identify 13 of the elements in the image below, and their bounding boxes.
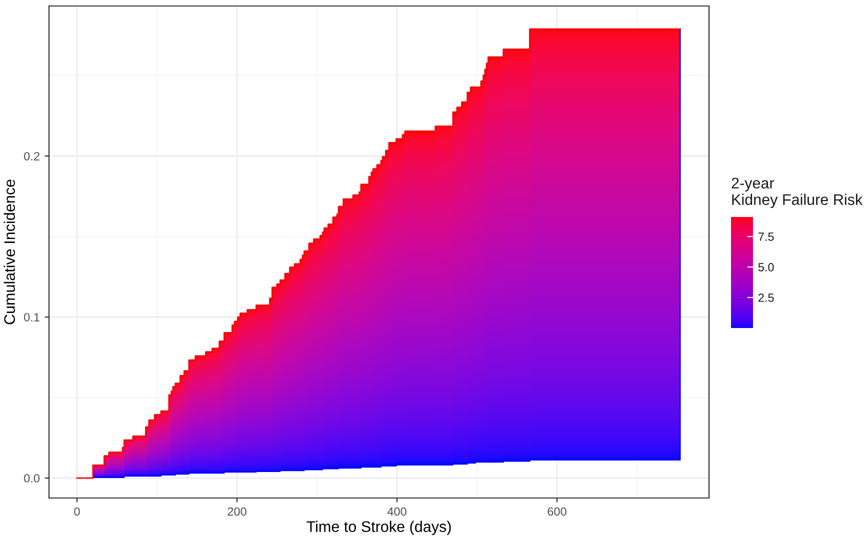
y-axis-title: Cumulative Incidence: [4, 180, 15, 324]
y-tick-label: 0.2: [24, 152, 40, 160]
x-tick-label: 400: [387, 507, 406, 516]
x-tick-label: 0: [74, 507, 80, 516]
color-bar-label: 2.5: [758, 294, 774, 302]
y-tick-label: 0.0: [24, 474, 40, 482]
x-tick-label: 600: [548, 507, 566, 516]
x-axis-title: Time to Stroke (days): [306, 520, 451, 536]
x-tick-label: 200: [228, 507, 246, 516]
color-bar-title: 2-year Kidney Failure Risk: [732, 178, 863, 208]
color-bar-label: 5.0: [758, 263, 774, 272]
color-bar-label: 7.5: [758, 232, 774, 241]
y-tick-label: 0.1: [24, 313, 40, 322]
